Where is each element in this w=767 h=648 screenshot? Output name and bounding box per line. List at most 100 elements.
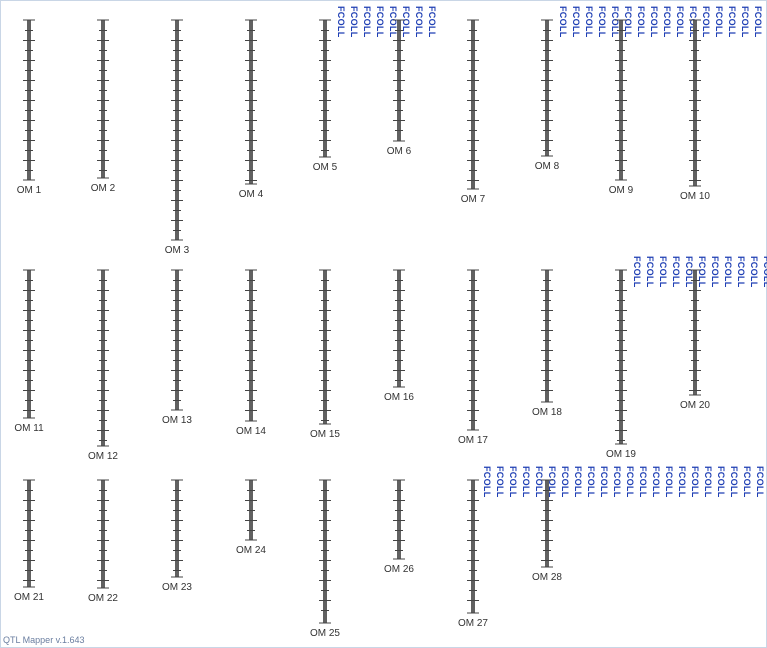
- linkage-group[interactable]: OM 22: [88, 479, 118, 604]
- qtl-label[interactable]: FCOLL: [755, 466, 765, 498]
- qtl-label[interactable]: FCOLL: [625, 466, 635, 498]
- linkage-group[interactable]: OM 26: [384, 479, 414, 575]
- chromosome-bar[interactable]: [545, 20, 549, 156]
- linkage-group[interactable]: OM 14: [236, 269, 266, 437]
- qtl-label[interactable]: FCOLL: [701, 6, 711, 38]
- chromosome-bar[interactable]: [101, 20, 105, 178]
- qtl-label[interactable]: FCOLL: [427, 6, 437, 38]
- qtl-label[interactable]: FCOLL: [658, 256, 668, 288]
- qtl-label[interactable]: FCOLL: [623, 6, 633, 38]
- linkage-group[interactable]: OM 20: [680, 269, 710, 411]
- qtl-label[interactable]: FCOLL: [349, 6, 359, 38]
- qtl-label[interactable]: FCOLL: [571, 6, 581, 38]
- qtl-label[interactable]: FCOLL: [547, 466, 557, 498]
- qtl-label[interactable]: FCOLL: [736, 256, 746, 288]
- qtl-label[interactable]: FCOLL: [388, 6, 398, 38]
- qtl-label[interactable]: FCOLL: [703, 466, 713, 498]
- qtl-label[interactable]: FCOLL: [671, 256, 681, 288]
- qtl-label[interactable]: FCOLL: [534, 466, 544, 498]
- qtl-label[interactable]: FCOLL: [599, 466, 609, 498]
- qtl-label[interactable]: FCOLL: [586, 466, 596, 498]
- linkage-group[interactable]: OM 25: [310, 479, 340, 639]
- chromosome-bar[interactable]: [693, 270, 697, 395]
- chromosome-bar[interactable]: [175, 480, 179, 577]
- qtl-label[interactable]: FCOLL: [362, 6, 372, 38]
- linkage-group[interactable]: OM 24: [236, 479, 266, 556]
- qtl-label[interactable]: FCOLL: [749, 256, 759, 288]
- qtl-label[interactable]: FCOLL: [612, 466, 622, 498]
- qtl-label[interactable]: FCOLL: [573, 466, 583, 498]
- qtl-label[interactable]: FCOLL: [753, 6, 763, 38]
- qtl-label[interactable]: FCOLL: [714, 6, 724, 38]
- qtl-label[interactable]: FCOLL: [521, 466, 531, 498]
- linkage-group[interactable]: OM 16: [384, 269, 414, 403]
- chromosome-bar[interactable]: [545, 270, 549, 402]
- qtl-label[interactable]: FCOLL: [610, 6, 620, 38]
- linkage-group[interactable]: OM 11: [14, 269, 44, 434]
- linkage-group[interactable]: OM 23: [162, 479, 192, 593]
- linkage-group[interactable]: OM 15: [310, 269, 340, 440]
- linkage-group[interactable]: OM 21: [14, 479, 44, 603]
- qtl-label[interactable]: FCOLL: [664, 466, 674, 498]
- linkage-group[interactable]: OM 10: [680, 19, 710, 202]
- chromosome-bar[interactable]: [323, 270, 327, 424]
- qtl-label[interactable]: FCOLL: [649, 6, 659, 38]
- qtl-label[interactable]: FCOLL: [375, 6, 385, 38]
- qtl-label[interactable]: FCOLL: [690, 466, 700, 498]
- qtl-label[interactable]: FCOLL: [495, 466, 505, 498]
- linkage-group[interactable]: OM 18: [532, 269, 562, 418]
- qtl-label[interactable]: FCOLL: [723, 256, 733, 288]
- chromosome-bar[interactable]: [101, 270, 105, 446]
- qtl-label[interactable]: FCOLL: [584, 6, 594, 38]
- chromosome-bar[interactable]: [545, 480, 549, 567]
- chromosome-bar[interactable]: [471, 480, 475, 613]
- linkage-group[interactable]: OM 12: [88, 269, 118, 462]
- chromosome-bar[interactable]: [101, 480, 105, 588]
- linkage-group[interactable]: OM 6: [387, 19, 412, 157]
- qtl-label[interactable]: FCOLL: [401, 6, 411, 38]
- linkage-group[interactable]: OM 4: [239, 19, 264, 200]
- chromosome-bar[interactable]: [249, 270, 253, 421]
- qtl-label[interactable]: FCOLL: [645, 256, 655, 288]
- chromosome-bar[interactable]: [471, 20, 475, 189]
- linkage-group[interactable]: OM 13: [162, 269, 192, 426]
- qtl-label[interactable]: FCOLL: [558, 6, 568, 38]
- qtl-label[interactable]: FCOLL: [560, 466, 570, 498]
- qtl-label[interactable]: FCOLL: [632, 256, 642, 288]
- linkage-group[interactable]: OM 1: [17, 19, 42, 196]
- qtl-label[interactable]: FCOLL: [716, 466, 726, 498]
- linkage-group[interactable]: OM 28: [532, 479, 562, 583]
- chromosome-bar[interactable]: [397, 270, 401, 387]
- linkage-group[interactable]: OM 17: [458, 269, 488, 446]
- linkage-group[interactable]: OM 9: [609, 19, 634, 196]
- qtl-label[interactable]: FCOLL: [508, 466, 518, 498]
- chromosome-bar[interactable]: [693, 20, 697, 186]
- qtl-label[interactable]: FCOLL: [677, 466, 687, 498]
- qtl-label[interactable]: FCOLL: [651, 466, 661, 498]
- qtl-label[interactable]: FCOLL: [662, 6, 672, 38]
- qtl-label[interactable]: FCOLL: [675, 6, 685, 38]
- qtl-label[interactable]: FCOLL: [482, 466, 492, 498]
- chromosome-bar[interactable]: [323, 480, 327, 623]
- qtl-label[interactable]: FCOLL: [638, 466, 648, 498]
- chromosome-bar[interactable]: [249, 20, 253, 184]
- chromosome-bar[interactable]: [397, 480, 401, 559]
- qtl-label[interactable]: FCOLL: [727, 6, 737, 38]
- qtl-label[interactable]: FCOLL: [597, 6, 607, 38]
- linkage-group[interactable]: OM 2: [91, 19, 116, 194]
- qtl-label[interactable]: FCOLL: [729, 466, 739, 498]
- chromosome-bar[interactable]: [27, 270, 31, 418]
- qtl-label[interactable]: FCOLL: [636, 6, 646, 38]
- qtl-label[interactable]: FCOLL: [684, 256, 694, 288]
- chromosome-bar[interactable]: [619, 270, 623, 444]
- chromosome-bar[interactable]: [323, 20, 327, 157]
- qtl-label[interactable]: FCOLL: [762, 256, 767, 288]
- linkage-group[interactable]: OM 3: [165, 19, 190, 256]
- qtl-label[interactable]: FCOLL: [710, 256, 720, 288]
- qtl-label[interactable]: FCOLL: [740, 6, 750, 38]
- qtl-label[interactable]: FCOLL: [697, 256, 707, 288]
